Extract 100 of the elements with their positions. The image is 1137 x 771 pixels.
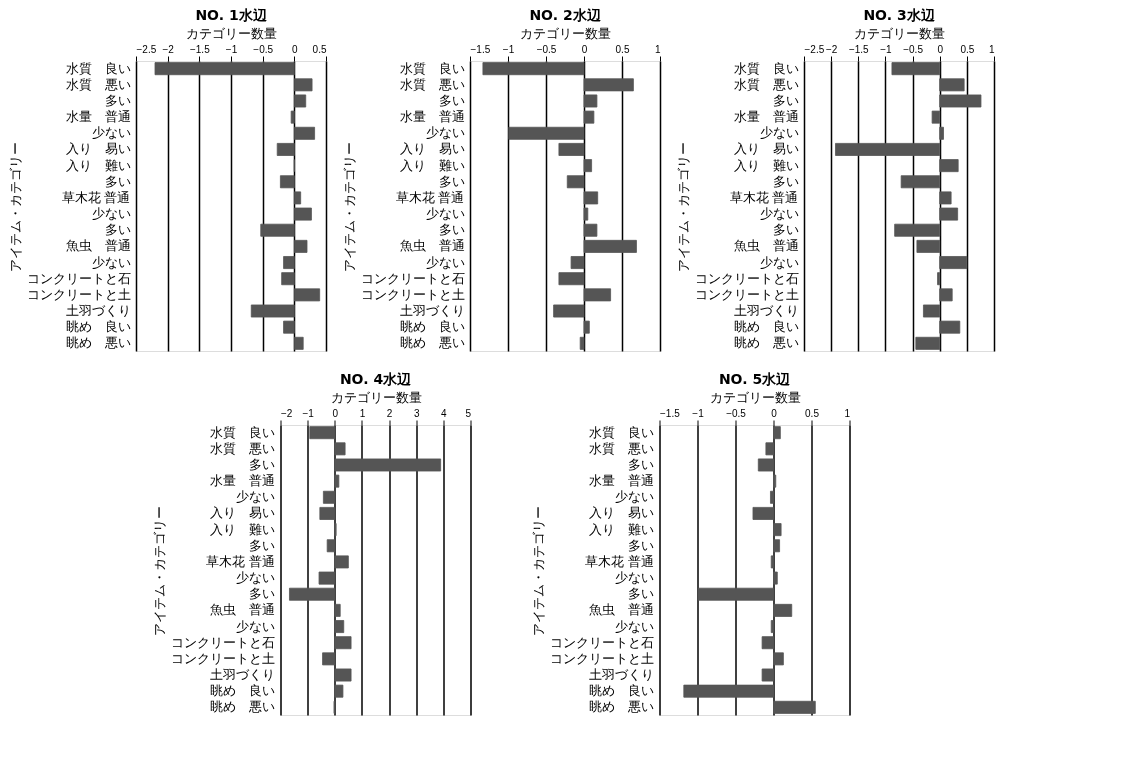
y-tick-label: 多い: [772, 92, 799, 108]
y-tick-label: コンクリートと土: [550, 650, 654, 666]
bar: [835, 143, 941, 156]
y-tick-label: 水量 普通: [733, 109, 799, 125]
bar: [558, 143, 585, 156]
bar: [583, 223, 598, 237]
x-tick-label: −2.5: [804, 43, 825, 55]
x-tick-label: 1: [654, 43, 661, 55]
bar: [900, 175, 941, 189]
x-tick-label: 2: [386, 407, 393, 419]
y-axis-title: アイテム・カテゴリー: [152, 505, 167, 636]
bar: [761, 668, 774, 682]
y-tick-label: 少ない: [615, 570, 654, 586]
x-tick-label: 0: [292, 43, 299, 55]
y-tick-label: 水質 悪い: [399, 76, 465, 92]
y-tick-label: 少ない: [236, 570, 275, 586]
y-tick-label: 少ない: [759, 254, 799, 270]
y-tick-label: コンクリートと石: [26, 270, 131, 286]
chart-title: NO. 5水辺: [718, 371, 792, 387]
y-tick-label: 多い: [628, 537, 654, 553]
bar: [939, 207, 959, 221]
x-tick-label: 0.5: [312, 43, 327, 55]
x-tick-label: 0.5: [805, 407, 820, 419]
x-tick-label: −1: [880, 43, 893, 55]
bar: [309, 426, 336, 440]
bar: [752, 507, 774, 520]
y-tick-label: 多い: [104, 92, 131, 108]
y-tick-label: 水質 悪い: [733, 76, 799, 92]
chart-title: NO. 4水辺: [339, 371, 413, 387]
y-tick-label: 眺め 悪い: [733, 335, 799, 351]
y-tick-label: 多い: [249, 537, 275, 553]
bar: [583, 110, 595, 124]
y-axis-title: アイテム・カテゴリー: [531, 505, 546, 636]
y-axis-title: アイテム・カテゴリー: [341, 141, 357, 272]
y-tick-label: 草木花 普通: [61, 189, 131, 205]
y-tick-label: 水質 良い: [210, 424, 275, 440]
bar: [939, 159, 959, 173]
y-tick-label: 水量 普通: [210, 473, 275, 489]
y-tick-label: 眺め 良い: [733, 319, 799, 335]
bar: [319, 507, 336, 520]
x-tick-label: 0: [771, 407, 778, 419]
y-tick-label: 草木花 普通: [395, 189, 465, 205]
bar: [326, 539, 336, 553]
x-axis-title: カテゴリー数量: [854, 25, 945, 41]
bar: [939, 256, 968, 269]
y-tick-label: 土羽づくり: [589, 667, 654, 683]
bar: [770, 490, 774, 504]
y-tick-label: 草木花 普通: [729, 189, 799, 205]
bar: [334, 474, 340, 488]
bar: [761, 636, 774, 650]
y-tick-label: 少ない: [615, 618, 654, 634]
x-tick-label: −1.5: [189, 43, 211, 55]
y-tick-label: 多い: [628, 586, 654, 602]
x-tick-label: 5: [465, 407, 472, 419]
bar: [891, 62, 941, 76]
bar: [583, 191, 599, 205]
bar: [773, 426, 781, 440]
x-tick-label: 0.5: [960, 43, 975, 55]
y-tick-label: コンクリートと石: [694, 270, 799, 286]
y-tick-label: 水質 悪い: [65, 76, 131, 92]
y-tick-label: 少ない: [759, 206, 799, 222]
y-tick-label: 入り 難い: [399, 157, 465, 173]
y-tick-label: 多い: [438, 222, 465, 238]
y-tick-label: 水質 悪い: [589, 440, 654, 456]
bar: [334, 555, 349, 569]
bar: [773, 539, 780, 553]
y-tick-label: 水質 良い: [589, 424, 654, 440]
bar: [773, 652, 784, 666]
chart-title: NO. 3水辺: [863, 7, 936, 23]
bar: [937, 272, 941, 286]
y-tick-label: 少ない: [615, 489, 654, 505]
y-tick-label: 眺め 悪い: [65, 335, 131, 351]
y-tick-label: 魚虫 普通: [733, 238, 799, 254]
y-tick-label: 眺め 悪い: [589, 699, 654, 715]
x-tick-label: −1.5: [660, 407, 681, 419]
y-axis-title: アイテム・カテゴリー: [675, 141, 691, 272]
y-tick-label: 眺め 良い: [210, 683, 275, 699]
bar: [583, 320, 590, 334]
y-tick-label: 入り 易い: [210, 505, 275, 521]
y-tick-label: 土羽づくり: [733, 303, 799, 319]
bar: [583, 159, 592, 173]
y-tick-label: 土羽づくり: [399, 303, 465, 319]
y-tick-label: 入り 易い: [589, 505, 654, 521]
y-tick-label: 魚虫 普通: [210, 602, 275, 618]
y-tick-label: コンクリートと土: [26, 286, 131, 302]
bar: [923, 304, 941, 318]
x-axis-title: カテゴリー数量: [330, 389, 422, 405]
bar: [289, 587, 336, 601]
bar: [583, 207, 589, 221]
y-tick-label: コンクリートと石: [550, 634, 654, 650]
y-tick-label: 少ない: [759, 125, 799, 141]
bar: [322, 490, 336, 504]
y-tick-label: 草木花 普通: [206, 553, 275, 569]
y-tick-label: 眺め 悪い: [210, 699, 275, 715]
x-tick-label: −2: [825, 43, 838, 55]
bar: [939, 94, 982, 108]
x-tick-label: 0.5: [615, 43, 630, 55]
y-tick-label: 水量 普通: [65, 109, 131, 125]
x-tick-label: −0.5: [726, 407, 747, 419]
x-tick-label: 0: [332, 407, 339, 419]
